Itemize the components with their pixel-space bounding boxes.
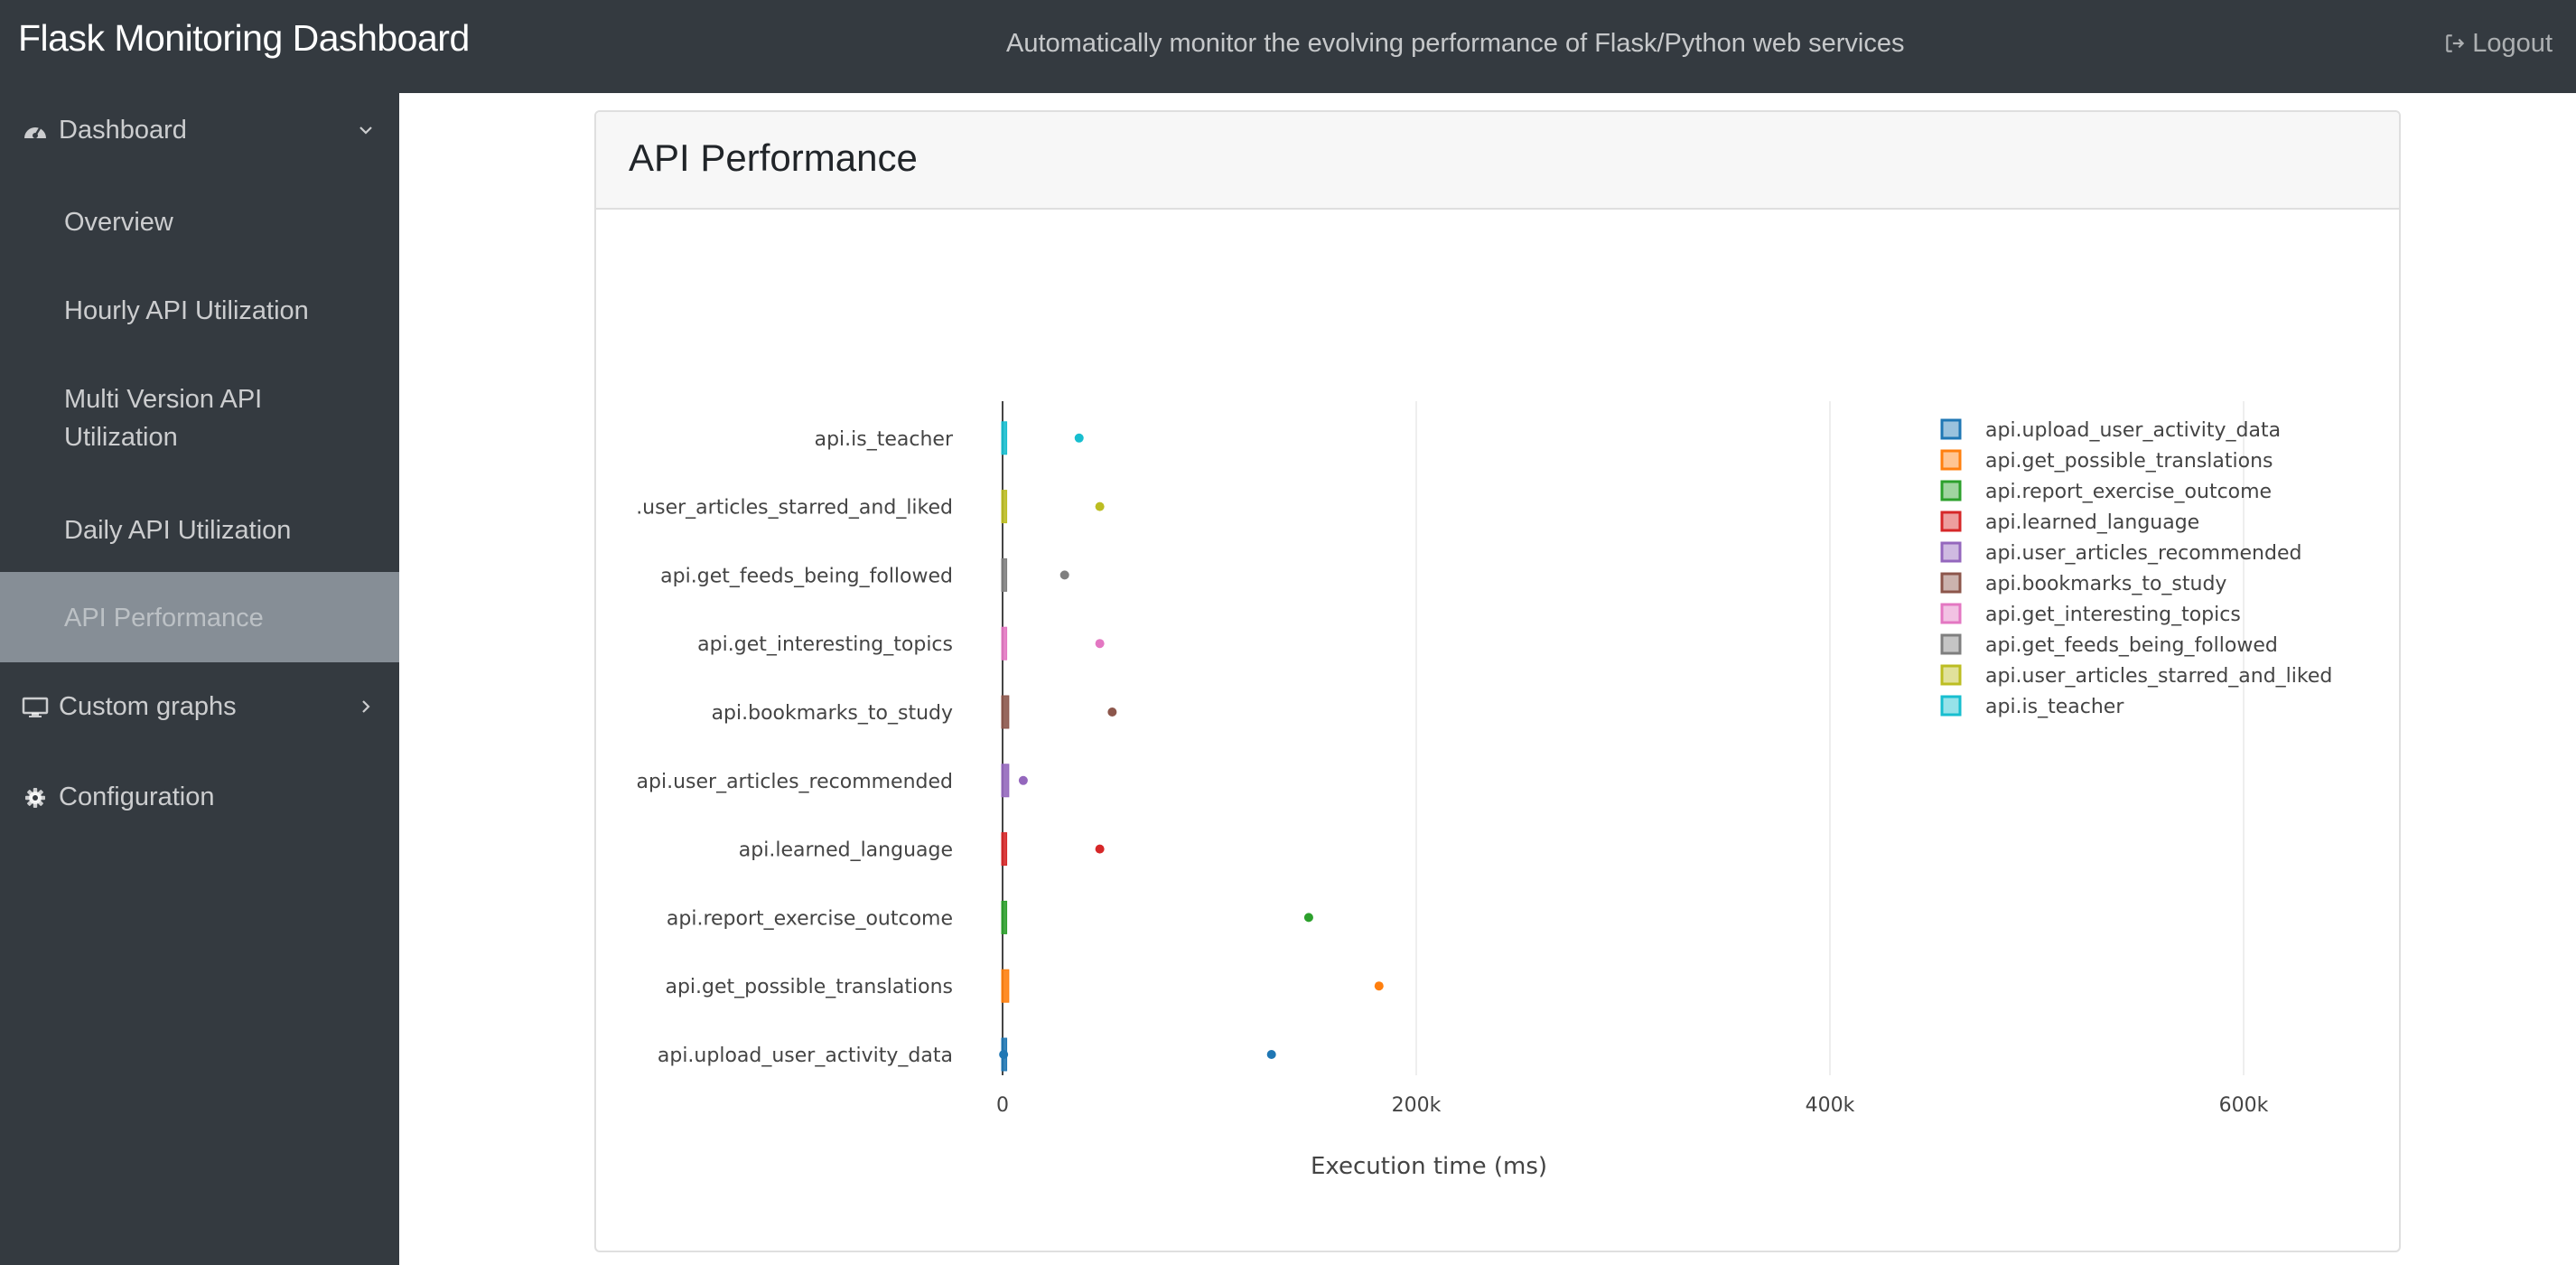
- dashboard-gauge-icon: [24, 127, 46, 138]
- api-performance-card: API Performance 0200k400k600k800kExecuti…: [594, 110, 2401, 1252]
- outlier-point: [1095, 501, 1105, 511]
- outlier-point: [1018, 775, 1028, 785]
- sidebar-item-multi-version-api-utilization[interactable]: Multi Version API Utilization: [0, 364, 399, 483]
- outlier-point: [1095, 639, 1105, 649]
- legend-label: api.user_articles_starred_and_liked: [1985, 665, 2332, 688]
- y-category-label: api.bookmarks_to_study: [712, 702, 953, 725]
- outlier-point: [1107, 707, 1117, 717]
- y-category-label: api.upload_user_activity_data: [658, 1045, 953, 1067]
- legend-label: api.bookmarks_to_study: [1985, 573, 2226, 595]
- y-category-label: api.get_possible_translations: [665, 976, 953, 998]
- box-api.user_articles_starred_and_liked: [1001, 490, 1008, 524]
- nav-configuration-label: Configuration: [59, 782, 215, 811]
- outlier-point: [1074, 433, 1084, 443]
- api-performance-chart[interactable]: 0200k400k600k800kExecution time (ms)api.…: [596, 112, 2401, 1252]
- gear-icon: [25, 788, 45, 808]
- y-category-label: api.report_exercise_outcome: [667, 907, 953, 930]
- y-category-label: api.user_articles_recommended: [637, 771, 953, 793]
- legend-label: api.get_possible_translations: [1985, 450, 2273, 473]
- logout-button[interactable]: Logout: [2443, 25, 2553, 61]
- legend-swatch: [1940, 572, 1962, 594]
- outlier-point: [1059, 570, 1069, 580]
- legend-label: api.user_articles_recommended: [1985, 542, 2301, 565]
- sidebar-item-label: Daily API Utilization: [64, 516, 292, 545]
- legend-swatch: [1940, 664, 1962, 686]
- legend-swatch: [1940, 695, 1962, 717]
- box-api.learned_language: [1001, 832, 1008, 867]
- sidebar-item-label: API Performance: [64, 604, 264, 632]
- chevron-down-icon: [359, 126, 372, 135]
- box-api.get_interesting_topics: [1001, 626, 1008, 661]
- legend-swatch: [1940, 418, 1962, 440]
- sidebar-item-hourly-api-utilization[interactable]: Hourly API Utilization: [0, 274, 399, 364]
- sidebar-item-label: Multi Version API Utilization: [64, 385, 263, 452]
- box-api.user_articles_recommended: [1001, 764, 1010, 798]
- y-category-label: .user_articles_starred_and_liked: [636, 497, 953, 520]
- nav-configuration[interactable]: Configuration: [0, 778, 399, 816]
- card-header: API Performance: [596, 112, 2399, 210]
- y-category-label: api.get_interesting_topics: [697, 633, 953, 656]
- outlier-point: [1266, 1050, 1276, 1059]
- legend-label: api.upload_user_activity_data: [1985, 419, 2281, 442]
- nav-custom-graphs-label: Custom graphs: [59, 692, 237, 721]
- legend-swatch: [1940, 449, 1962, 471]
- legend-swatch: [1940, 541, 1962, 563]
- box-api.is_teacher: [1001, 421, 1008, 455]
- legend-label: api.get_feeds_being_followed: [1985, 634, 2278, 657]
- legend-label: api.is_teacher: [1985, 696, 2124, 718]
- x-tick-label: 600k: [2219, 1094, 2269, 1117]
- logout-label: Logout: [2472, 29, 2553, 58]
- box-api.bookmarks_to_study: [1001, 695, 1010, 729]
- legend-label: api.get_interesting_topics: [1985, 604, 2241, 626]
- sidebar-item-overview[interactable]: Overview: [0, 183, 399, 274]
- outlier-point: [1095, 844, 1105, 854]
- chevron-right-icon: [362, 700, 370, 713]
- sidebar-item-daily-api-utilization[interactable]: Daily API Utilization: [0, 483, 399, 574]
- legend-swatch: [1940, 511, 1962, 532]
- outlier-point: [999, 1050, 1009, 1059]
- x-tick-label: 200k: [1392, 1094, 1442, 1117]
- tagline: Automatically monitor the evolving perfo…: [1006, 29, 1905, 58]
- x-tick-label: 0: [996, 1094, 1009, 1117]
- logout-icon: [2446, 34, 2465, 52]
- sidebar: Dashboard Overview Hourly API Utilizatio…: [0, 93, 399, 1265]
- y-category-label: api.learned_language: [739, 839, 953, 862]
- legend-swatch: [1940, 480, 1962, 501]
- x-tick-label: 400k: [1806, 1094, 1855, 1117]
- x-axis-title: Execution time (ms): [1311, 1153, 1547, 1180]
- legend-swatch: [1940, 603, 1962, 624]
- outlier-point: [1303, 913, 1313, 923]
- legend-label: api.report_exercise_outcome: [1985, 481, 2272, 503]
- y-category-label: api.is_teacher: [815, 428, 954, 451]
- y-category-label: api.get_feeds_being_followed: [660, 565, 953, 587]
- nav-dashboard-label: Dashboard: [59, 116, 187, 145]
- brand-title[interactable]: Flask Monitoring Dashboard: [18, 17, 470, 59]
- nav-custom-graphs[interactable]: Custom graphs: [0, 688, 399, 726]
- legend-swatch: [1940, 633, 1962, 655]
- page-title: API Performance: [629, 136, 918, 179]
- box-api.get_feeds_being_followed: [1001, 558, 1008, 592]
- sidebar-item-label: Hourly API Utilization: [64, 296, 309, 325]
- monitor-icon: [22, 697, 49, 717]
- legend-label: api.learned_language: [1985, 511, 2199, 534]
- top-navbar: Flask Monitoring Dashboard Automatically…: [0, 0, 2576, 93]
- sidebar-item-label: Overview: [64, 208, 173, 237]
- nav-dashboard[interactable]: Dashboard: [0, 111, 399, 149]
- box-api.get_possible_translations: [1001, 969, 1010, 1003]
- box-api.report_exercise_outcome: [1001, 900, 1008, 934]
- outlier-point: [1374, 981, 1384, 991]
- sidebar-item-api-performance[interactable]: API Performance: [0, 572, 399, 662]
